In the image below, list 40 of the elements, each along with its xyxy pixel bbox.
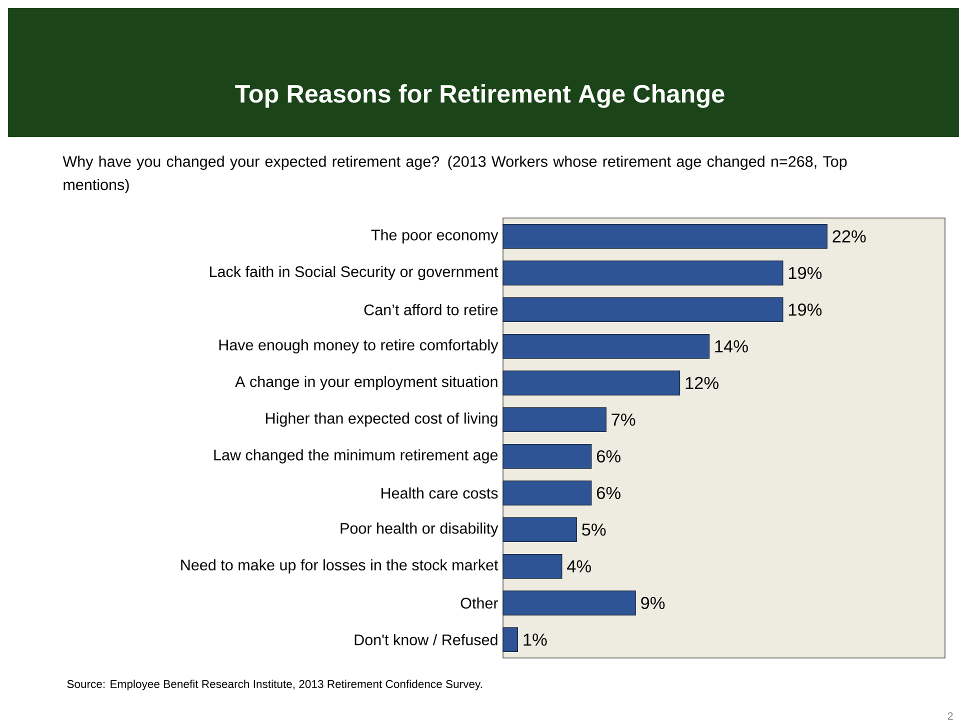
y-tick-label: Law changed the minimum retirement age [214, 449, 498, 464]
data-label: 6% [596, 450, 620, 462]
data-label: 19% [788, 304, 822, 316]
data-label: 5% [582, 524, 606, 536]
y-tick-label: Don't know / Refused [354, 634, 498, 646]
y-tick-label: Other [460, 597, 498, 609]
data-label: 12% [686, 376, 718, 390]
chart-subtitle: Why have you changed your expected retirement age? (2013 Workers whose retirement age changed n=268, Top mentions) [62, 156, 847, 194]
bar [502, 334, 710, 359]
bar [502, 407, 606, 432]
bar [502, 370, 680, 396]
data-label: 19% [788, 266, 822, 280]
bar [502, 260, 784, 286]
bar [502, 554, 562, 579]
y-tick-label: Lack faith in Social Security or government [210, 266, 498, 280]
bar [502, 627, 518, 652]
y-tick-label: The poor economy [371, 229, 498, 244]
y-tick-label: Poor health or disability [340, 522, 498, 537]
bar [502, 224, 828, 249]
source-note: Source: Employee Benefit Research Institute, 2013 Retirement Confidence Survey. [67, 680, 482, 690]
data-label: 22% [832, 230, 866, 242]
data-label: 1% [524, 634, 547, 646]
bar [502, 517, 577, 542]
bar [502, 444, 592, 469]
data-label: 14% [715, 340, 748, 352]
y-tick-label: Need to make up for losses in the stock market [181, 559, 498, 574]
bar [502, 480, 592, 506]
y-tick-label: Health care costs [382, 487, 498, 499]
bar [502, 297, 784, 322]
y-tick-label: Higher than expected cost of living [266, 412, 498, 427]
y-tick-label: Can’t afford to retire [364, 304, 498, 316]
y-tick-label: A change in your employment situation [235, 376, 498, 390]
y-tick-label: Have enough money to retire comfortably [219, 339, 498, 354]
text: 2 [948, 712, 953, 720]
data-label: 6% [596, 486, 620, 500]
bar [502, 590, 636, 616]
chart-title: Top Reasons for Retirement Age Change [235, 84, 724, 108]
data-label: 9% [641, 596, 665, 610]
data-label: 4% [567, 560, 591, 572]
data-label: 7% [612, 414, 636, 426]
